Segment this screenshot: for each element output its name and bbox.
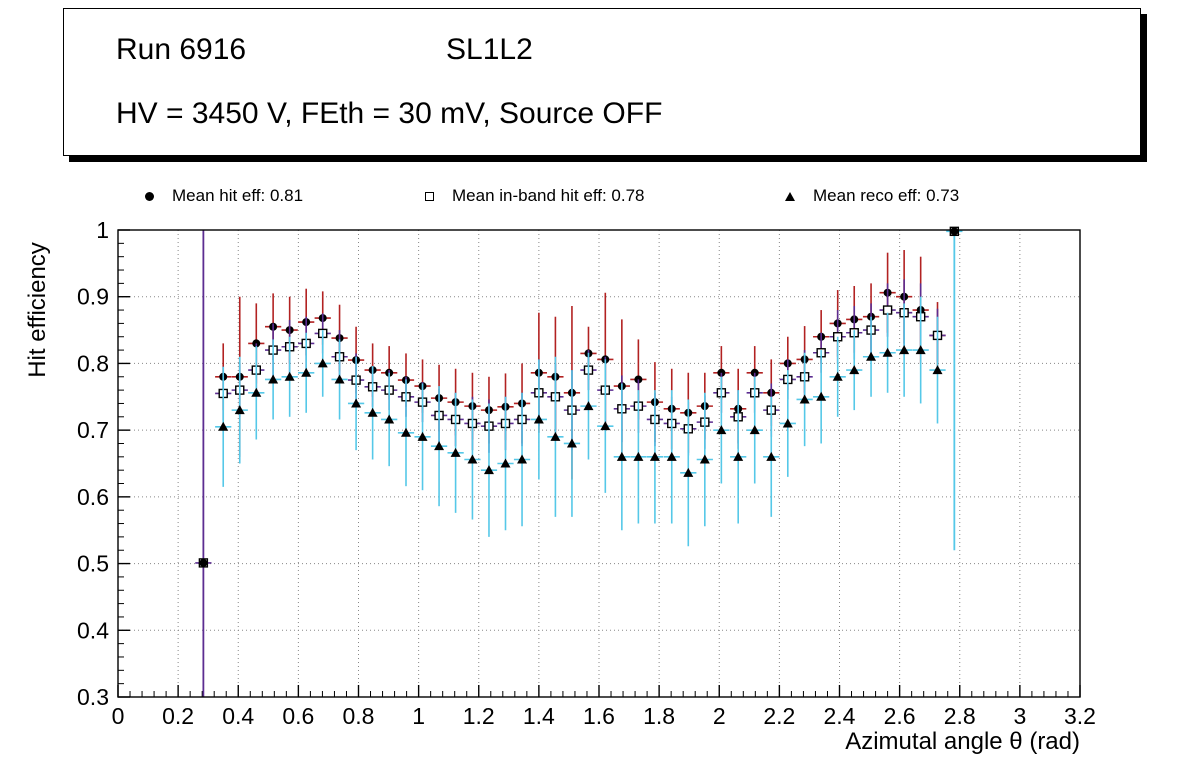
open-square-icon bbox=[425, 191, 434, 201]
legend-entry-reco: Mean reco eff: 0.73 bbox=[785, 184, 959, 208]
svg-text:1.8: 1.8 bbox=[643, 703, 675, 729]
svg-text:0.3: 0.3 bbox=[77, 684, 109, 710]
svg-text:0.7: 0.7 bbox=[77, 417, 109, 443]
legend-label-hit: Mean hit eff: 0.81 bbox=[172, 186, 304, 205]
conditions-label: HV = 3450 V, FEth = 30 mV, Source OFF bbox=[116, 97, 663, 130]
y-axis-title: Hit efficiency bbox=[24, 242, 51, 378]
svg-text:3.2: 3.2 bbox=[1064, 703, 1096, 729]
special-error-bars bbox=[195, 230, 963, 697]
svg-text:2: 2 bbox=[713, 703, 726, 729]
svg-text:0.6: 0.6 bbox=[77, 484, 109, 510]
svg-text:2.8: 2.8 bbox=[944, 703, 976, 729]
svg-text:1.4: 1.4 bbox=[523, 703, 555, 729]
svg-text:1: 1 bbox=[412, 703, 425, 729]
x-axis-title: Azimutal angle θ (rad) bbox=[845, 728, 1080, 755]
svg-text:0.8: 0.8 bbox=[77, 350, 109, 376]
filled-triangle-icon bbox=[785, 191, 795, 201]
series-reco bbox=[215, 296, 946, 547]
svg-text:2.2: 2.2 bbox=[763, 703, 795, 729]
svg-text:0.5: 0.5 bbox=[77, 551, 109, 577]
svg-text:0.9: 0.9 bbox=[77, 284, 109, 310]
svg-text:0.6: 0.6 bbox=[282, 703, 314, 729]
svg-text:2.4: 2.4 bbox=[824, 703, 856, 729]
superlayer-label: SL1L2 bbox=[446, 33, 533, 66]
special-points bbox=[198, 226, 960, 568]
legend-entry-hit: Mean hit eff: 0.81 bbox=[145, 184, 303, 208]
svg-text:2.6: 2.6 bbox=[884, 703, 916, 729]
filled-circle-icon bbox=[145, 191, 154, 201]
axes: 0 0.2 0.4 0.6 0.8 1 1.2 1.4 1.6 1.8 2 2.2 2.4 2.6 2.8 3… bbox=[77, 217, 1096, 729]
svg-text:0.8: 0.8 bbox=[343, 703, 375, 729]
svg-text:1.2: 1.2 bbox=[463, 703, 495, 729]
svg-text:1: 1 bbox=[96, 217, 109, 243]
svg-text:0.2: 0.2 bbox=[162, 703, 194, 729]
legend-label-reco: Mean reco eff: 0.73 bbox=[813, 186, 960, 205]
series-inband bbox=[215, 279, 946, 456]
svg-text:0.4: 0.4 bbox=[222, 703, 254, 729]
svg-text:3: 3 bbox=[1013, 703, 1026, 729]
svg-text:0.4: 0.4 bbox=[77, 617, 109, 643]
title-line-1: Run 6916 SL1L2 bbox=[116, 33, 533, 67]
title-box: Run 6916 SL1L2 HV = 3450 V, FEth = 30 mV… bbox=[63, 8, 1141, 156]
legend-entry-inband: Mean in-band hit eff: 0.78 bbox=[425, 184, 645, 208]
svg-text:0: 0 bbox=[112, 703, 125, 729]
legend-label-inband: Mean in-band hit eff: 0.78 bbox=[452, 186, 645, 205]
run-label: Run 6916 bbox=[116, 33, 247, 66]
grid-lines bbox=[117, 229, 1081, 698]
svg-text:1.6: 1.6 bbox=[583, 703, 615, 729]
plot-frame bbox=[117, 229, 1081, 698]
